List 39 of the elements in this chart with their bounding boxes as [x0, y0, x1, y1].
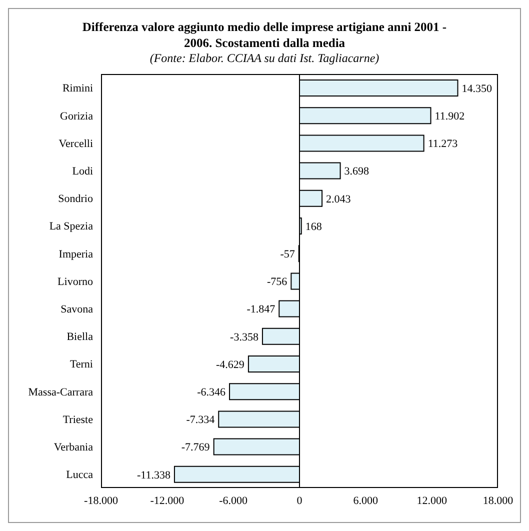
y-tick-label: Verbania: [54, 442, 94, 454]
y-tick-label: Terni: [70, 358, 93, 371]
x-tick-label: -18.000: [84, 494, 118, 507]
y-tick-label: Biella: [66, 331, 94, 344]
y-tick-label: Sondrio: [58, 193, 94, 206]
data-label: 11.273: [428, 138, 458, 150]
data-label: 3.698: [344, 166, 370, 178]
x-tick-label: 18.000: [482, 494, 514, 507]
y-tick-label: Massa-Carrara: [28, 386, 94, 398]
data-label: -756: [266, 276, 288, 288]
data-label: -4.629: [216, 358, 245, 371]
x-tick-label: -12.000: [150, 494, 185, 507]
data-label: -57: [280, 248, 296, 260]
y-tick-label: Vercelli: [58, 138, 93, 150]
data-label: 14.350: [462, 82, 492, 95]
data-label: -7.334: [186, 414, 216, 426]
chart-title: Differenza valore aggiunto medio delle imprese artigiane anni 2001 - 2006. Scostamenti dalla media: [81, 19, 448, 51]
x-tick-label: 6.000: [353, 494, 379, 507]
data-label: -3.358: [230, 331, 259, 344]
y-tick-label: Trieste: [62, 414, 94, 426]
x-tick-label: 0: [296, 494, 303, 507]
y-tick-label: La Spezia: [49, 220, 94, 233]
y-tick-label: Gorizia: [60, 110, 94, 122]
y-tick-label: Lucca: [66, 469, 94, 482]
y-tick-label: Lodi: [72, 166, 93, 178]
data-label: -1.847: [246, 304, 276, 316]
chart-subtitle: (Fonte: Elabor. CCIAA su dati Ist. Tagliacarne): [148, 51, 380, 66]
y-tick-label: Savona: [60, 304, 94, 316]
data-label: 11.902: [434, 110, 465, 122]
data-label: 2.043: [326, 193, 352, 206]
y-tick-label: Rimini: [62, 82, 93, 95]
data-label: 168: [305, 220, 322, 233]
y-tick-label: Livorno: [58, 276, 94, 288]
data-label: -11.338: [136, 469, 171, 482]
y-tick-label: Imperia: [58, 248, 94, 260]
data-label: -7.769: [181, 442, 210, 454]
x-tick-label: -6.000: [219, 494, 248, 507]
x-tick-label: 12.000: [416, 494, 448, 507]
data-label: -6.346: [197, 386, 226, 398]
